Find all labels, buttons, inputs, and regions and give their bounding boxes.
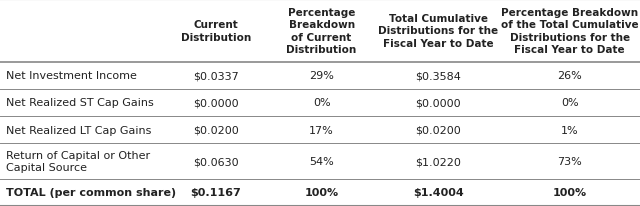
- Text: $0.1167: $0.1167: [191, 187, 241, 197]
- Text: $0.0000: $0.0000: [415, 98, 461, 108]
- Text: Net Realized ST Cap Gains: Net Realized ST Cap Gains: [6, 98, 154, 108]
- Text: Net Realized LT Cap Gains: Net Realized LT Cap Gains: [6, 125, 152, 135]
- Text: 1%: 1%: [561, 125, 579, 135]
- Text: TOTAL (per common share): TOTAL (per common share): [6, 187, 177, 197]
- Text: 54%: 54%: [309, 156, 334, 166]
- Text: $0.0630: $0.0630: [193, 156, 239, 166]
- Text: $0.0337: $0.0337: [193, 71, 239, 81]
- Text: 73%: 73%: [557, 156, 582, 166]
- Text: $0.0000: $0.0000: [193, 98, 239, 108]
- Text: Total Cumulative
Distributions for the
Fiscal Year to Date: Total Cumulative Distributions for the F…: [378, 14, 499, 49]
- Text: Percentage Breakdown
of the Total Cumulative
Distributions for the
Fiscal Year t: Percentage Breakdown of the Total Cumula…: [500, 8, 639, 55]
- Text: $0.3584: $0.3584: [415, 71, 461, 81]
- Text: Net Investment Income: Net Investment Income: [6, 71, 137, 81]
- Text: 17%: 17%: [309, 125, 334, 135]
- Text: $0.0200: $0.0200: [415, 125, 461, 135]
- Text: Percentage
Breakdown
of Current
Distribution: Percentage Breakdown of Current Distribu…: [287, 8, 356, 55]
- Text: $1.0220: $1.0220: [415, 156, 461, 166]
- Text: 0%: 0%: [313, 98, 330, 108]
- Text: Current
Distribution: Current Distribution: [181, 20, 251, 42]
- Text: 26%: 26%: [557, 71, 582, 81]
- Text: 100%: 100%: [552, 187, 587, 197]
- Text: Return of Capital or Other
Capital Source: Return of Capital or Other Capital Sourc…: [6, 151, 150, 172]
- Text: $1.4004: $1.4004: [413, 187, 464, 197]
- Text: 0%: 0%: [561, 98, 579, 108]
- Text: 100%: 100%: [305, 187, 339, 197]
- Text: $0.0200: $0.0200: [193, 125, 239, 135]
- Text: 29%: 29%: [309, 71, 334, 81]
